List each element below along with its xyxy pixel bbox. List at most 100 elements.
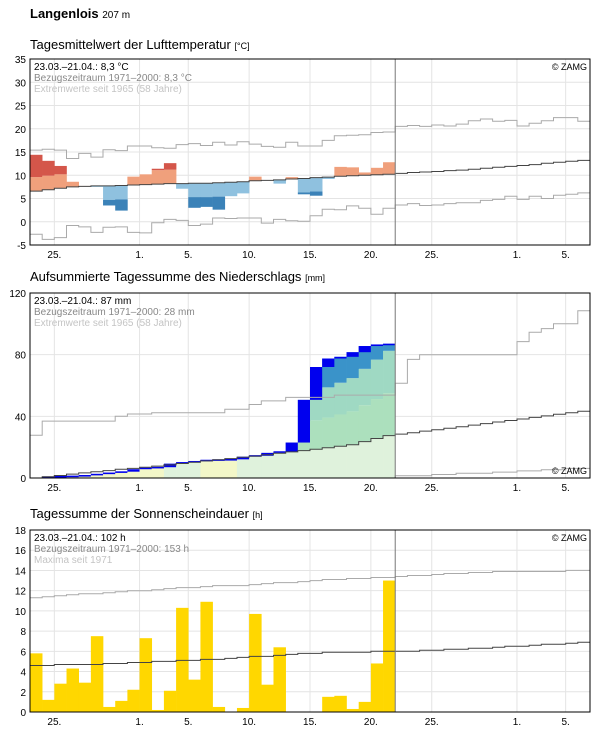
temp-anomaly-bar <box>54 174 66 188</box>
precip-cum-bar-above-3x <box>334 357 346 383</box>
x-tick-label: 5. <box>184 717 192 728</box>
precip-title-unit: [mm] <box>305 273 325 283</box>
temp-anomaly-bar <box>310 178 322 192</box>
station-name: Langenlois <box>30 6 99 21</box>
precip-cum-bar-above-2x <box>359 369 371 405</box>
info-current: 23.03.–21.04.: 102 h <box>34 533 126 544</box>
precip-cum-bar <box>213 461 225 478</box>
temp-anomaly-bar-strong <box>115 199 127 210</box>
temp-anomaly-bar <box>115 185 127 199</box>
precip-cum-bar-above-1x <box>383 393 395 435</box>
precip-daily-increment <box>140 468 152 470</box>
y-tick-label: 12 <box>15 587 27 598</box>
x-tick-label: 10. <box>242 717 256 728</box>
precip-cum-bar-above-2x <box>371 360 383 399</box>
temp-anomaly-bar-strong <box>188 197 200 208</box>
x-tick-label: 15. <box>303 717 317 728</box>
sunshine-bar <box>237 708 249 712</box>
x-tick-label: 25. <box>47 250 61 261</box>
sunshine-bar <box>359 702 371 712</box>
precip-cum-bar <box>225 459 237 478</box>
info-current: 23.03.–21.04.: 87 mm <box>34 296 131 307</box>
x-tick-label: 1. <box>513 250 521 261</box>
precip-cum-bar-base <box>322 448 334 478</box>
precip-daily-increment <box>225 459 237 461</box>
precip-daily-increment <box>79 475 91 477</box>
sun-title-unit: [h] <box>253 510 263 520</box>
precip-cum-bar-base <box>310 449 322 478</box>
precip-daily-increment <box>164 464 176 468</box>
temp-anomaly-bar-strong <box>42 161 54 176</box>
x-tick-label: 1. <box>135 483 143 494</box>
y-tick-label: -5 <box>17 241 26 252</box>
temp-anomaly-bar <box>42 176 54 190</box>
precip-cum-bar-base <box>334 446 346 478</box>
precip-daily-increment <box>359 346 371 352</box>
precip-cum-bar-base <box>298 451 310 478</box>
x-tick-label: 20. <box>364 717 378 728</box>
temp-panel-title: Tagesmittelwert der Lufttemperatur [°C] <box>30 37 250 52</box>
sunshine-bar <box>213 707 225 712</box>
precip-cum-bar-base <box>188 462 200 478</box>
precipitation-chart: 0408012025.1.5.10.15.20.25.1.5.23.03.–21… <box>0 285 596 497</box>
precip-daily-increment <box>347 352 359 357</box>
y-tick-label: 5 <box>20 195 26 206</box>
copyright-label: © ZAMG <box>552 533 587 543</box>
precip-cum-bar-above-1x <box>322 418 334 448</box>
x-tick-label: 1. <box>135 250 143 261</box>
copyright-label: © ZAMG <box>552 62 587 72</box>
x-tick-label: 20. <box>364 250 378 261</box>
temp-anomaly-bar-strong <box>310 192 322 196</box>
precip-cum-bar-base <box>371 439 383 478</box>
info-current: 23.03.–21.04.: 8,3 °C <box>34 62 129 73</box>
y-tick-label: 20 <box>15 125 27 136</box>
precip-daily-increment <box>310 367 322 400</box>
temp-anomaly-bar <box>383 162 395 174</box>
info-extremes: Extremwerte seit 1965 (58 Jahre) <box>34 84 182 95</box>
precip-daily-increment <box>67 476 79 478</box>
precip-cum-bar-base <box>286 452 298 478</box>
y-tick-label: 2 <box>20 688 26 699</box>
temp-anomaly-bar <box>347 167 359 175</box>
precip-daily-increment <box>115 471 127 473</box>
x-tick-label: 10. <box>242 250 256 261</box>
precip-cum-bar-base <box>176 464 188 478</box>
sunshine-bar <box>322 697 334 712</box>
y-tick-label: 25 <box>15 102 27 113</box>
precip-panel-title: Aufsummierte Tagessumme des Niederschlag… <box>30 269 325 284</box>
info-reference: Bezugszeitraum 1971–2000: 153 h <box>34 544 189 555</box>
y-tick-label: 35 <box>15 55 27 66</box>
precip-cum-bar-base <box>249 456 261 478</box>
precip-daily-increment <box>127 469 139 471</box>
x-tick-label: 15. <box>303 250 317 261</box>
x-tick-label: 15. <box>303 483 317 494</box>
y-tick-label: 120 <box>9 289 26 300</box>
precip-daily-increment <box>383 344 395 346</box>
temp-anomaly-bar-strong <box>30 155 42 177</box>
precip-daily-increment <box>54 476 66 478</box>
x-tick-label: 5. <box>561 250 569 261</box>
y-tick-label: 16 <box>15 546 27 557</box>
info-extremes: Maxima seit 1971 <box>34 555 113 566</box>
precip-cum-bar-base <box>237 457 249 478</box>
temp-anomaly-bar <box>225 182 237 196</box>
x-tick-label: 25. <box>47 483 61 494</box>
precip-daily-increment <box>91 474 103 476</box>
precip-cum-bar-above-1x <box>347 411 359 444</box>
y-tick-label: 10 <box>15 607 27 618</box>
sunshine-bar <box>42 700 54 712</box>
y-tick-label: 0 <box>20 218 26 229</box>
sunshine-bar <box>103 707 115 712</box>
temp-anomaly-bar <box>334 167 346 176</box>
precip-cum-bar-above-1x <box>359 405 371 441</box>
temp-anomaly-bar <box>188 183 200 197</box>
x-tick-label: 25. <box>425 483 439 494</box>
precip-daily-increment <box>334 357 346 359</box>
temp-anomaly-bar <box>249 177 261 181</box>
y-tick-label: 4 <box>20 668 26 679</box>
precip-daily-increment <box>298 400 310 443</box>
precip-cum-bar-above-2x <box>334 383 346 415</box>
temp-anomaly-bar-strong <box>298 192 310 194</box>
sunshine-bar <box>30 653 42 712</box>
